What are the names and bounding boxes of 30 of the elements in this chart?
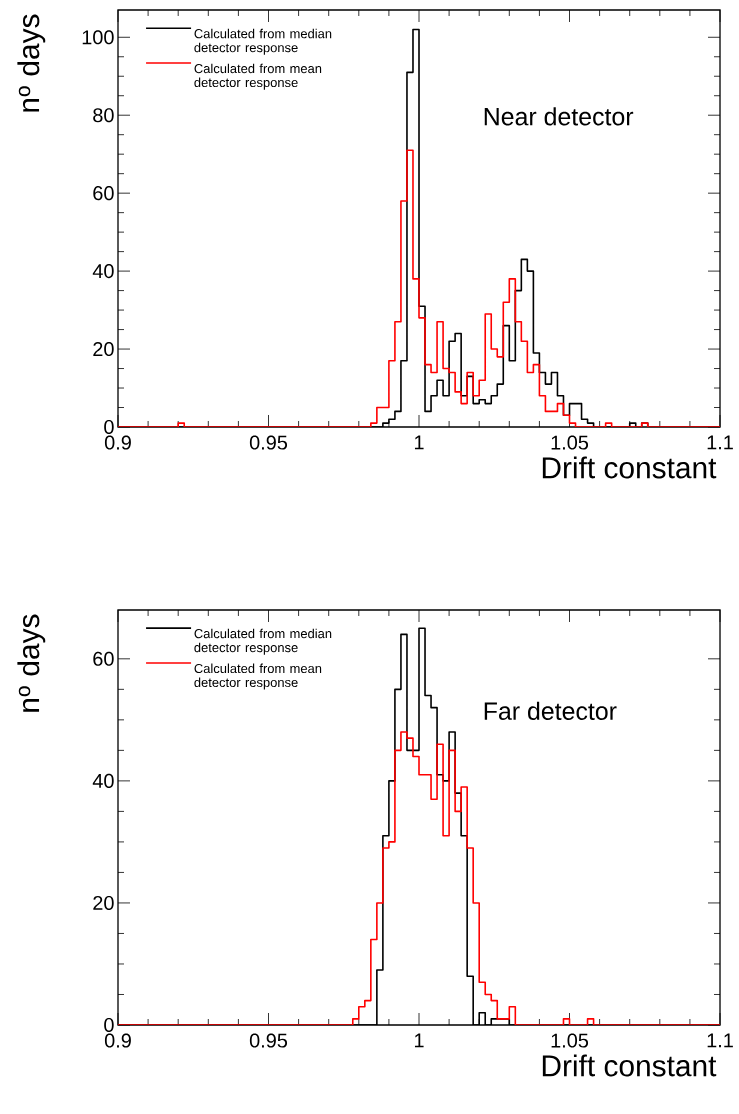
legend-label: Calculated from median detector response	[194, 628, 332, 655]
y-tick-label: 100	[82, 30, 114, 45]
y-tick-label: 60	[93, 186, 114, 201]
legend-label: Calculated from median detector response	[194, 28, 332, 55]
x-tick-label: 1	[414, 435, 424, 450]
x-tick-label: 1.05	[551, 435, 589, 450]
x-tick-label: 0.95	[249, 435, 288, 450]
y-tick-label: 0	[104, 1017, 114, 1033]
y-axis-title: n$^{o}$ days	[17, 14, 46, 112]
x-tick-label: 0.9	[104, 1033, 131, 1048]
y-tick-label: 40	[92, 264, 114, 279]
x-tick-label: 0.9	[104, 435, 131, 450]
legend-label: Calculated from mean detector response	[194, 63, 322, 90]
x-tick-label: 1	[414, 1033, 424, 1048]
y-tick-label: 0	[104, 419, 114, 435]
legend-label: Calculated from mean detector response	[194, 663, 322, 690]
x-tick-label: 0.95	[249, 1033, 288, 1048]
y-tick-label: 80	[93, 108, 114, 123]
annotation: Near detector	[484, 107, 634, 126]
x-axis-title: Drift constant	[542, 1054, 717, 1077]
y-tick-label: 40	[92, 773, 114, 788]
x-tick-label: 1.1	[707, 1033, 733, 1048]
x-tick-label: 1.05	[551, 1033, 589, 1048]
annotation: Far detector	[484, 701, 617, 720]
y-axis-title: n$^{o}$ days	[17, 614, 46, 712]
x-axis-title: Drift constant	[542, 456, 717, 479]
y-tick-label: 20	[93, 342, 114, 357]
y-tick-label: 60	[93, 651, 114, 666]
x-tick-label: 1.1	[707, 435, 733, 450]
y-tick-label: 20	[93, 895, 114, 910]
